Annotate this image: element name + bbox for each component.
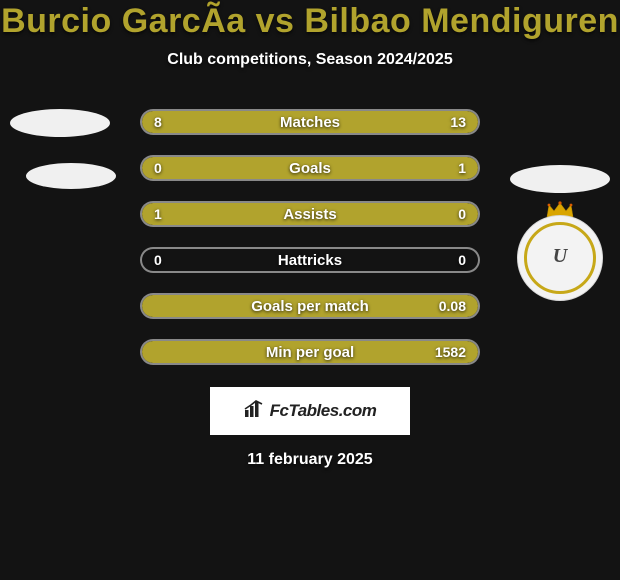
footer-date: 11 february 2025 bbox=[247, 451, 372, 469]
badge-placeholder-ellipse bbox=[510, 165, 610, 193]
stat-bar: 01Goals bbox=[140, 155, 480, 181]
stat-label: Goals bbox=[142, 157, 478, 179]
brand-text: FcTables.com bbox=[270, 401, 377, 421]
team-badge-right: U bbox=[510, 165, 610, 265]
stat-label: Matches bbox=[142, 111, 478, 133]
stat-bars: 813Matches 01Goals 10Assists 00Hattricks 0.0… bbox=[140, 109, 480, 365]
crest-letters: U bbox=[510, 245, 610, 268]
stats-area: 813Matches 01Goals 10Assists 00Hattricks 0.0… bbox=[0, 109, 620, 365]
page-title: Burcio GarcÃ­a vs Bilbao Mendiguren bbox=[1, 2, 619, 41]
team-badge-left bbox=[10, 109, 110, 209]
club-crest: U bbox=[510, 203, 610, 303]
badge-placeholder-ellipse bbox=[26, 163, 116, 189]
chart-icon bbox=[244, 400, 264, 423]
stat-bar: 00Hattricks bbox=[140, 247, 480, 273]
stat-bar: 10Assists bbox=[140, 201, 480, 227]
stat-label: Min per goal bbox=[142, 341, 478, 363]
stat-label: Goals per match bbox=[142, 295, 478, 317]
stat-bar: 1582Min per goal bbox=[140, 339, 480, 365]
stat-bar: 0.08Goals per match bbox=[140, 293, 480, 319]
stat-bar: 813Matches bbox=[140, 109, 480, 135]
stat-label: Hattricks bbox=[142, 249, 478, 271]
badge-placeholder-ellipse bbox=[10, 109, 110, 137]
subtitle: Club competitions, Season 2024/2025 bbox=[167, 51, 452, 69]
comparison-card: Burcio GarcÃ­a vs Bilbao Mendiguren Club… bbox=[0, 0, 620, 580]
stat-label: Assists bbox=[142, 203, 478, 225]
brand-logo: FcTables.com bbox=[210, 387, 410, 435]
